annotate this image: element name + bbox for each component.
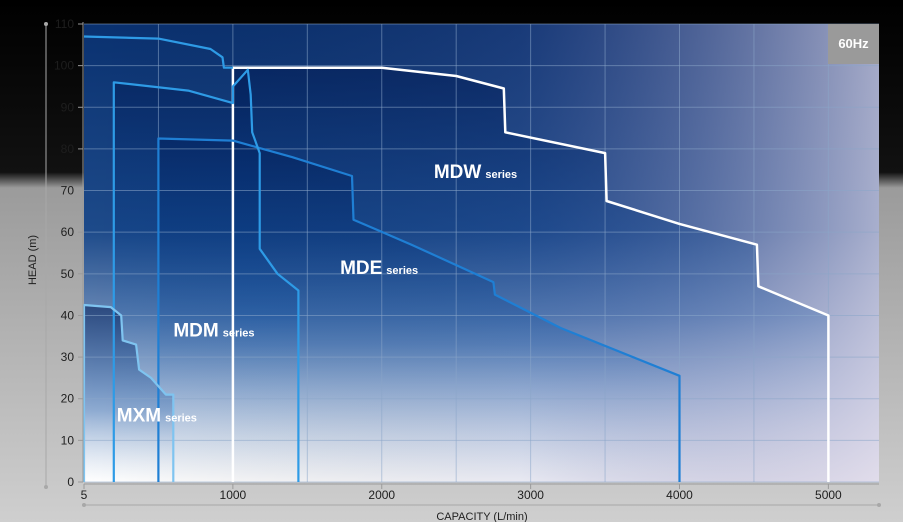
y-tick-label: 100	[54, 59, 74, 73]
series-line-mdm	[112, 68, 300, 482]
frequency-badge: 60Hz	[838, 36, 869, 51]
area-mxm	[84, 305, 174, 482]
series-label-suffix: series	[485, 169, 517, 181]
series-line-mxm	[82, 303, 175, 482]
y-axis-start-dot	[44, 485, 48, 489]
x-axis-end-dot	[877, 503, 881, 507]
x-tick-label: 4000	[666, 488, 693, 502]
x-tick-label: 5000	[815, 488, 842, 502]
series-label-suffix: series	[165, 413, 197, 425]
series-label-suffix: series	[386, 265, 418, 277]
y-tick-label: 10	[61, 433, 75, 447]
y-tick-label: 20	[61, 392, 75, 406]
grid-lines	[84, 23, 879, 483]
x-axis-title: CAPACITY (L/min)	[436, 511, 527, 522]
y-axis-end-dot	[44, 22, 48, 26]
axes: 0 10 20 30 40 50 60 70 80 90 100 110 5 1000 2000 3000 40…	[44, 17, 881, 507]
y-tick-label: 0	[67, 475, 74, 489]
x-axis-start-dot	[82, 503, 86, 507]
y-axis-title: HEAD (m)	[27, 235, 39, 285]
series-line-mde	[157, 137, 681, 482]
badge-box	[828, 24, 879, 64]
y-tick-label: 30	[61, 350, 75, 364]
y-tick-label: 70	[61, 184, 75, 198]
y-tick-label: 40	[61, 308, 75, 322]
y-tick-label: 90	[61, 100, 75, 114]
x-tick-label: 2000	[368, 488, 395, 502]
y-tick-label: 50	[61, 267, 75, 281]
x-tick-label: 1000	[220, 488, 247, 502]
y-tick-label: 110	[55, 17, 74, 31]
series-line-mdm-upper	[83, 35, 233, 69]
x-tick-label: 5	[81, 488, 88, 502]
series-line-mdw	[231, 66, 830, 482]
series-label-suffix: series	[223, 327, 255, 339]
area-mdm	[113, 69, 299, 483]
x-tick-label: 3000	[517, 488, 544, 502]
y-tick-label: 80	[61, 142, 75, 156]
series-lines	[82, 35, 830, 482]
y-tick-label: 60	[61, 225, 75, 239]
